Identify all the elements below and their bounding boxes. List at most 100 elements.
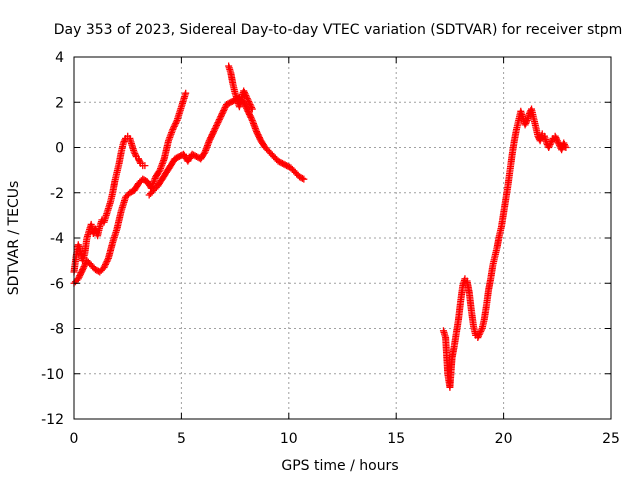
- data-point-interp: [546, 140, 554, 148]
- data-point-interp: [220, 105, 228, 113]
- data-point: [210, 128, 218, 136]
- data-point-interp: [245, 110, 253, 118]
- data-point-interp: [76, 270, 84, 278]
- data-point-interp: [240, 88, 248, 96]
- data-point: [253, 128, 261, 136]
- data-point-interp: [81, 261, 89, 269]
- data-point-interp: [522, 119, 530, 127]
- data-point-interp: [170, 124, 178, 132]
- data-point-interp: [212, 122, 220, 130]
- x-axis-label: GPS time / hours: [281, 458, 398, 474]
- data-point-interp: [248, 104, 256, 112]
- x-tick-label: 10: [280, 431, 298, 447]
- data-point-interp: [548, 137, 556, 145]
- data-point-interp: [553, 135, 561, 143]
- data-point-interp: [545, 142, 553, 150]
- data-point-interp: [120, 137, 128, 145]
- data-point-interp: [246, 112, 254, 120]
- data-point-interp: [104, 256, 112, 264]
- data-point-interp: [245, 99, 253, 107]
- data-point-interp: [172, 119, 180, 127]
- data-point-interp: [298, 174, 306, 182]
- data-point-interp: [255, 132, 263, 140]
- y-axis-label: SDTVAR / TECUs: [6, 181, 22, 296]
- data-point-interp: [554, 138, 562, 146]
- data-point-interp: [213, 120, 221, 128]
- data-point-interp: [135, 156, 143, 164]
- data-point-interp: [209, 129, 217, 137]
- data-point-interp: [242, 103, 250, 111]
- x-tick-label: 25: [602, 431, 620, 447]
- data-point: [521, 121, 529, 129]
- data-point-interp: [561, 142, 569, 150]
- data-point-interp: [80, 263, 88, 271]
- data-point-interp: [221, 104, 229, 112]
- data-point: [547, 139, 555, 147]
- data-point-interp: [132, 151, 140, 159]
- data-point-interp: [215, 117, 223, 125]
- data-point-interp: [77, 269, 85, 277]
- data-point-interp: [78, 267, 86, 275]
- data-point: [218, 110, 226, 118]
- data-point: [248, 105, 256, 113]
- data-point-interp: [248, 115, 256, 123]
- data-point-interp: [171, 121, 179, 129]
- axes: 0 5 10 15 20 25 -12 -10 -8 -6 -4 -2 0 2 4: [41, 50, 620, 447]
- data-point: [182, 89, 190, 97]
- data-point: [300, 175, 308, 183]
- data-point-interp: [103, 257, 111, 265]
- data-point: [214, 119, 222, 127]
- y-tick-label: 2: [55, 95, 64, 111]
- data-point-interp: [215, 116, 223, 124]
- data-point: [134, 155, 142, 163]
- y-tick-label: -12: [41, 412, 64, 428]
- data-point-interp: [243, 93, 251, 101]
- data-point-interp: [216, 114, 224, 122]
- data-point-interp: [243, 104, 251, 112]
- data-point-interp: [207, 132, 215, 140]
- data-point: [141, 162, 149, 170]
- data-point: [79, 266, 87, 274]
- data-point-interp: [210, 126, 218, 134]
- data-point-interp: [477, 328, 485, 336]
- data-point-interp: [102, 259, 110, 267]
- data-point-interp: [560, 140, 568, 148]
- data-point-interp: [131, 150, 139, 158]
- x-tick-label: 5: [177, 431, 186, 447]
- data-point: [169, 125, 177, 133]
- data-point-interp: [475, 332, 483, 340]
- data-point: [205, 137, 213, 145]
- x-tick-label: 15: [387, 431, 405, 447]
- data-point-interp: [206, 135, 214, 143]
- data-point: [551, 132, 559, 140]
- data-point-interp: [172, 118, 180, 126]
- data-point-interp: [243, 94, 251, 102]
- y-tick-label: 0: [55, 141, 64, 157]
- data-point-interp: [555, 140, 563, 148]
- data-point: [74, 275, 82, 283]
- data-point: [244, 96, 252, 104]
- data-point-interp: [475, 331, 483, 339]
- data-point-interp: [208, 131, 216, 139]
- data-point-interp: [102, 260, 110, 268]
- data-point: [474, 334, 482, 342]
- y-tick-label: -4: [50, 231, 64, 247]
- data-point: [553, 137, 561, 145]
- data-point-interp: [101, 262, 109, 270]
- grid-lines: [74, 57, 611, 419]
- data-point-interp: [217, 113, 225, 121]
- y-tick-label: 4: [55, 50, 64, 66]
- data-point: [562, 144, 570, 151]
- data-point-interp: [548, 136, 556, 144]
- data-point-interp: [207, 134, 215, 142]
- data-point: [560, 139, 568, 147]
- data-point-interp: [247, 113, 255, 121]
- data-point-interp: [254, 131, 262, 139]
- y-tick-label: -6: [50, 276, 64, 292]
- data-point: [476, 329, 484, 337]
- data-point: [130, 148, 138, 156]
- data-point: [100, 263, 108, 271]
- data-point-interp: [136, 158, 144, 166]
- data-point-interp: [217, 111, 225, 119]
